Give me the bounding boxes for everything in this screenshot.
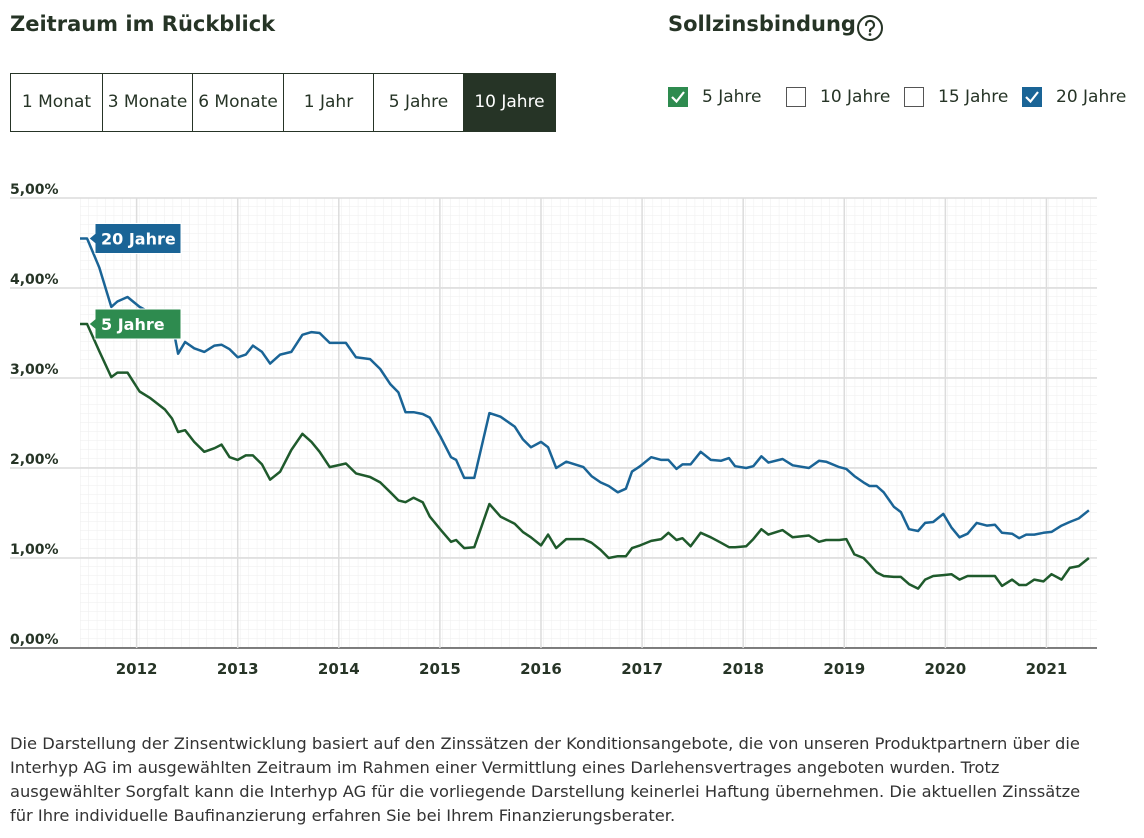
x-tick-label: 2021 xyxy=(1026,660,1068,678)
y-tick-label: 5,00% xyxy=(10,182,59,198)
checkbox[interactable] xyxy=(1022,87,1042,107)
checkbox-option[interactable]: 5 Jahre xyxy=(668,84,762,110)
series-line xyxy=(80,237,1090,540)
checkbox-option[interactable]: 15 Jahre xyxy=(904,84,1008,110)
series-label: 5 Jahre xyxy=(101,315,165,334)
x-tick-label: 2017 xyxy=(621,660,663,678)
chart: 0,00% 1,00% 2,00% 3,00% 4,00% 5,00% 2012 2013 20… xyxy=(10,182,1097,678)
checkbox[interactable] xyxy=(904,87,924,107)
checkbox[interactable] xyxy=(668,87,688,107)
period-button[interactable]: 3 Monate xyxy=(103,74,193,131)
y-tick-label: 3,00% xyxy=(10,362,59,378)
period-button[interactable]: 6 Monate xyxy=(193,74,284,131)
checkbox[interactable] xyxy=(786,87,806,107)
checkbox-label: 15 Jahre xyxy=(938,87,1009,107)
period-button[interactable]: 5 Jahre xyxy=(374,74,464,131)
x-tick-label: 2013 xyxy=(217,660,259,678)
period-button[interactable]: 1 Jahr xyxy=(284,74,374,131)
checkbox-option[interactable]: 10 Jahre xyxy=(786,84,890,110)
checkbox-label: 20 Jahre xyxy=(1056,87,1127,107)
x-tick-label: 2019 xyxy=(823,660,865,678)
footnote-line: ausgewählter Sorgfalt kann die Interhyp … xyxy=(10,782,1081,801)
help-icon[interactable] xyxy=(856,14,884,42)
checkbox-label: 5 Jahre xyxy=(702,87,762,107)
y-tick-label: 0,00% xyxy=(10,632,59,648)
checkbox-option[interactable]: 20 Jahre xyxy=(1022,84,1126,110)
check-mark xyxy=(1025,91,1039,104)
checkbox-label: 10 Jahre xyxy=(820,87,891,107)
footnote-line: Interhyp AG im ausgewählten Zeitraum im … xyxy=(10,758,1000,777)
x-tick-label: 2018 xyxy=(722,660,764,678)
series-label-box xyxy=(88,308,182,340)
y-tick-label: 2,00% xyxy=(10,452,59,468)
series-line xyxy=(80,322,1090,590)
footnote-line: für Ihre individuelle Baufinanzierung er… xyxy=(10,806,676,825)
period-button[interactable]: 1 Monat xyxy=(11,74,103,131)
check-mark xyxy=(671,91,685,104)
period-button[interactable]: 10 Jahre xyxy=(464,74,555,131)
x-tick-label: 2016 xyxy=(520,660,562,678)
x-tick-label: 2012 xyxy=(116,660,158,678)
binding-title: Sollzinsbindung xyxy=(668,12,856,36)
period-selector: 1 Monat 3 Monate 6 Monate 1 Jahr 5 Jahre 10 J… xyxy=(10,73,556,132)
y-tick-label: 1,00% xyxy=(10,542,59,558)
x-tick-label: 2015 xyxy=(419,660,461,678)
footnote: Die Darstellung der Zinsentwicklung basi… xyxy=(10,732,1080,828)
series-label: 20 Jahre xyxy=(101,230,176,249)
x-tick-label: 2020 xyxy=(924,660,966,678)
series-label-box xyxy=(88,223,182,254)
y-tick-label: 4,00% xyxy=(10,272,59,288)
x-tick-label: 2014 xyxy=(318,660,360,678)
period-title: Zeitraum im Rückblick xyxy=(10,12,276,36)
minor-grid xyxy=(80,198,1097,648)
footnote-line: Die Darstellung der Zinsentwicklung basi… xyxy=(10,734,1080,753)
